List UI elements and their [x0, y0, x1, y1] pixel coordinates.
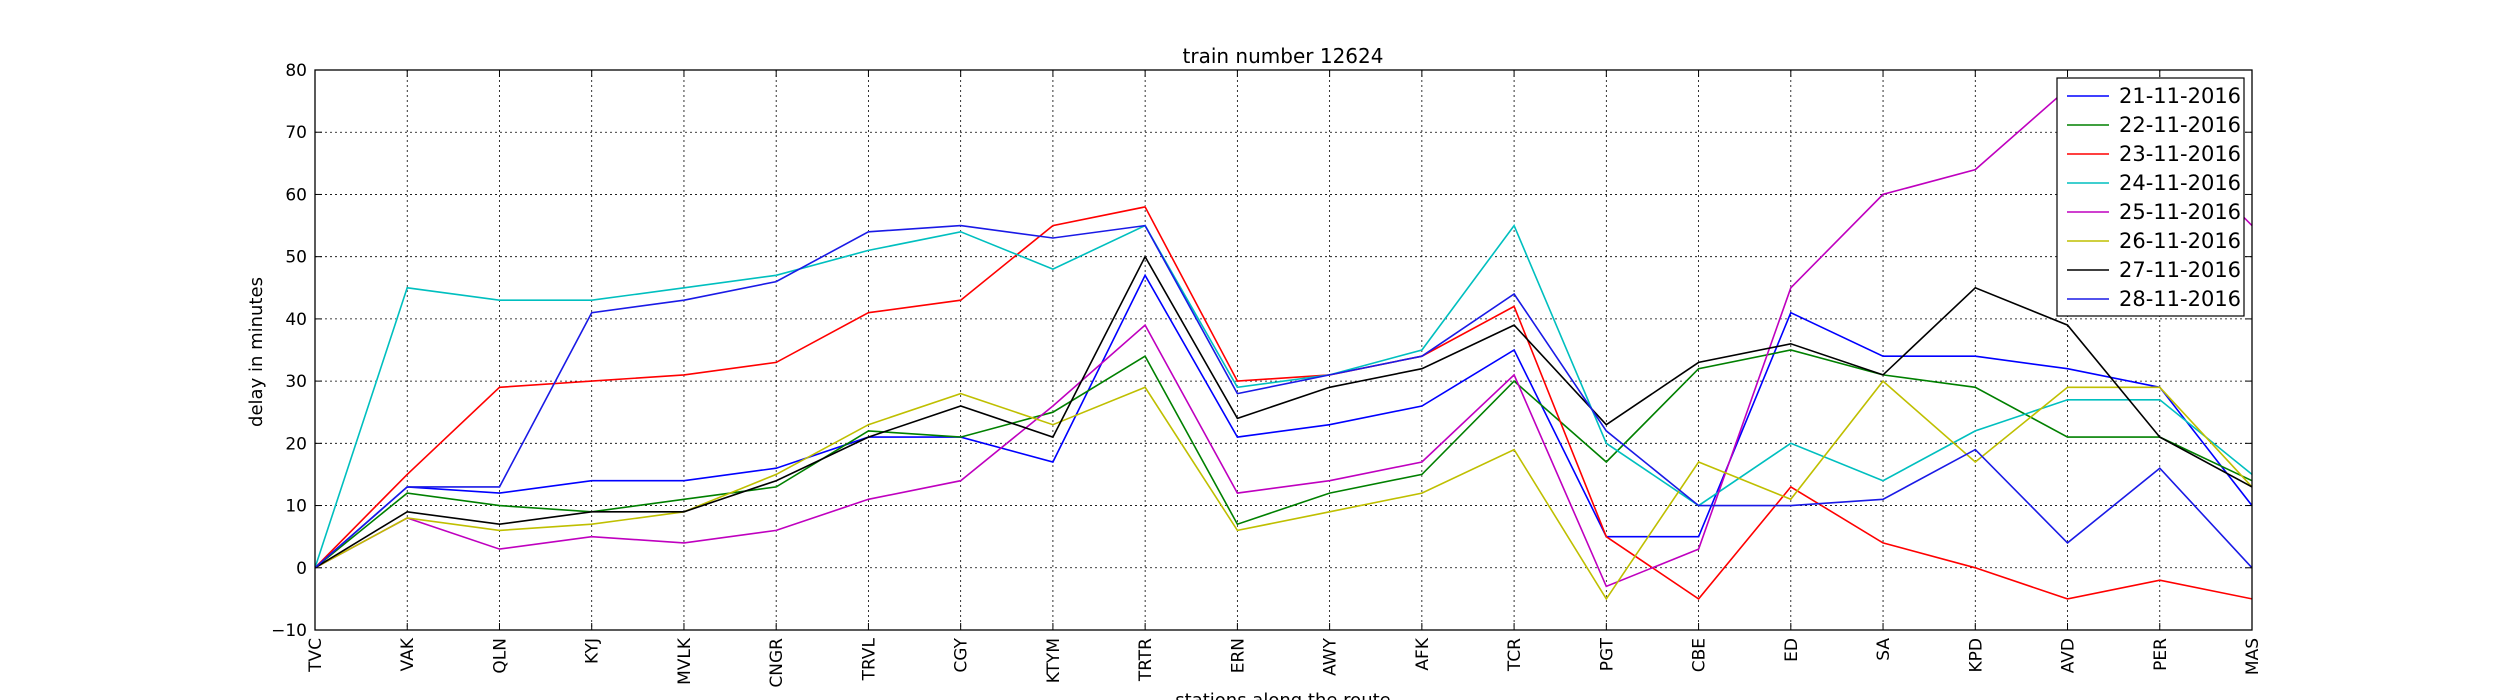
- legend-label: 26-11-2016: [2119, 229, 2241, 253]
- x-tick-label: PER: [2151, 638, 2171, 671]
- y-tick-label: 60: [285, 185, 307, 205]
- x-tick-label: KTYM: [1044, 638, 1064, 683]
- x-tick-label: AVD: [2059, 638, 2079, 673]
- x-axis-ticks: TVC VAK QLN KYJ MVLK CNGR TRVL CGY KTYM TRTR ERN AW…: [306, 70, 2263, 688]
- x-tick-label: MAS: [2243, 638, 2263, 675]
- y-tick-label: −10: [271, 621, 307, 641]
- grid-lines: [314, 69, 2253, 631]
- y-tick-label: 80: [285, 61, 307, 81]
- x-tick-label: TRTR: [1136, 638, 1156, 682]
- legend-label: 21-11-2016: [2119, 84, 2241, 108]
- legend-label: 22-11-2016: [2119, 113, 2241, 137]
- x-tick-label: ED: [1782, 638, 1802, 662]
- x-tick-label: VAK: [398, 637, 418, 671]
- x-tick-label: MVLK: [675, 637, 695, 685]
- x-tick-label: PGT: [1597, 637, 1617, 671]
- y-tick-label: 40: [285, 310, 307, 330]
- x-tick-label: CGY: [952, 637, 972, 672]
- series-line: [315, 205, 2252, 600]
- x-tick-label: TVC: [306, 638, 326, 673]
- x-tick-label: CNGR: [767, 638, 787, 688]
- plot-frame: [314, 69, 2253, 631]
- legend-label: 28-11-2016: [2119, 287, 2241, 311]
- y-tick-label: 20: [285, 434, 307, 454]
- y-tick-label: 70: [285, 123, 307, 143]
- x-tick-label: KYJ: [583, 638, 603, 664]
- legend: 21-11-2016 22-11-2016 23-11-2016 24-11-2016…: [2056, 77, 2245, 317]
- x-tick-label: TCR: [1505, 638, 1525, 672]
- legend-label: 27-11-2016: [2119, 258, 2241, 282]
- x-tick-label: QLN: [490, 638, 510, 674]
- y-tick-label: 30: [285, 372, 307, 392]
- chart-title: train number 12624: [1183, 44, 1384, 68]
- x-tick-label: SA: [1874, 638, 1894, 661]
- y-tick-label: 10: [285, 497, 307, 517]
- y-axis-ticks: 80 70 60 50 40 30 20 10 0 −10: [271, 61, 2252, 641]
- x-axis-label: stations along the route: [1175, 690, 1390, 700]
- x-tick-label: AWY: [1321, 637, 1341, 676]
- legend-box: [2056, 77, 2245, 317]
- series-line: [315, 87, 2252, 588]
- legend-label: 23-11-2016: [2119, 142, 2241, 166]
- x-tick-label: CBE: [1690, 638, 1710, 672]
- series-line: [315, 349, 2252, 569]
- x-tick-label: TRVL: [859, 637, 879, 681]
- series-line: [315, 273, 2252, 569]
- series-line: [315, 223, 2252, 569]
- series-line: [315, 379, 2252, 601]
- y-axis-label: delay in minutes: [246, 277, 267, 427]
- x-tick-label: AFK: [1413, 637, 1433, 670]
- series-lines: [315, 87, 2252, 601]
- series-line: [315, 255, 2252, 569]
- y-tick-label: 50: [285, 248, 307, 268]
- y-tick-label: 0: [296, 559, 307, 579]
- x-tick-label: ERN: [1228, 638, 1248, 673]
- legend-label: 24-11-2016: [2119, 171, 2241, 195]
- x-tick-label: KPD: [1966, 638, 1986, 673]
- series-line: [315, 224, 2252, 569]
- legend-label: 25-11-2016: [2119, 200, 2241, 224]
